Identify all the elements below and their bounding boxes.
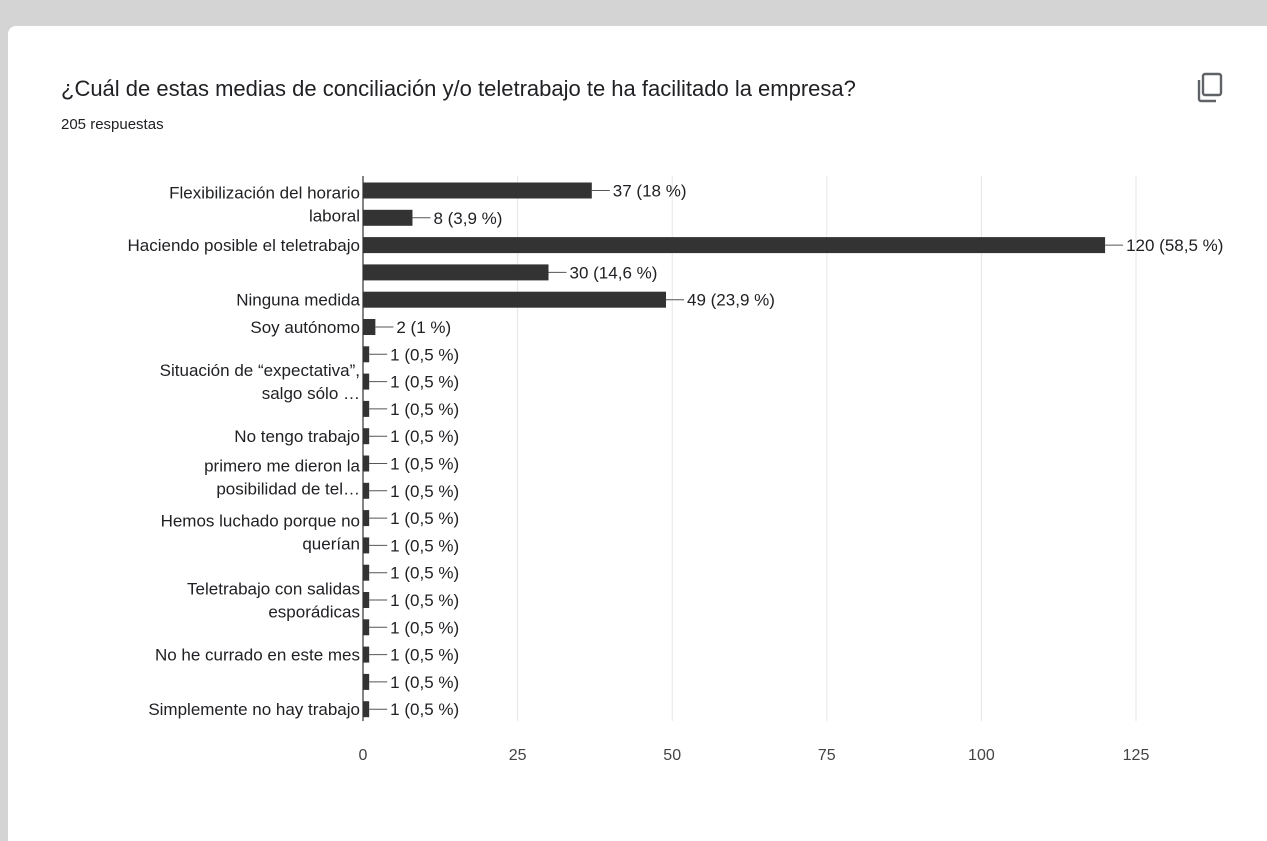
data-label: 30 (14,6 %): [570, 263, 658, 282]
bar: [363, 537, 370, 554]
x-tick-label: 0: [359, 747, 368, 764]
data-label: 1 (0,5 %): [390, 373, 459, 392]
response-count: 205 respuestas: [61, 116, 164, 133]
bar: [363, 182, 592, 199]
category-label: Ninguna medida: [236, 291, 360, 310]
data-label: 1 (0,5 %): [390, 646, 459, 665]
bar: [363, 346, 370, 363]
data-label: 120 (58,5 %): [1126, 236, 1223, 255]
category-label: esporádicas: [268, 603, 360, 622]
data-label: 1 (0,5 %): [390, 673, 459, 692]
x-tick-label: 25: [509, 747, 527, 764]
category-label: Simplemente no hay trabajo: [148, 700, 360, 719]
category-label: posibilidad de tel…: [216, 480, 360, 499]
x-tick-label: 75: [818, 747, 836, 764]
bar: [363, 482, 370, 499]
bar: [363, 646, 370, 663]
bar: [363, 264, 549, 281]
data-label: 1 (0,5 %): [390, 536, 459, 555]
x-tick-label: 100: [968, 747, 995, 764]
category-label: Flexibilización del horario: [169, 184, 360, 203]
category-label: Teletrabajo con salidas: [187, 580, 360, 599]
bar: [363, 510, 370, 527]
category-label: Situación de “expectativa”,: [160, 361, 360, 380]
data-label: 1 (0,5 %): [390, 509, 459, 528]
x-tick-label: 50: [663, 747, 681, 764]
bar: [363, 291, 667, 308]
data-label: 8 (3,9 %): [433, 209, 502, 228]
data-label: 1 (0,5 %): [390, 455, 459, 474]
category-label: Soy autónomo: [250, 318, 360, 337]
bar: [363, 673, 370, 690]
copy-chart-button[interactable]: [1192, 68, 1232, 108]
data-label: 1 (0,5 %): [390, 427, 459, 446]
category-label: primero me dieron la: [204, 457, 360, 476]
bar: [363, 564, 370, 581]
data-label: 1 (0,5 %): [390, 591, 459, 610]
bar: [363, 373, 370, 390]
data-label: 1 (0,5 %): [390, 618, 459, 637]
bar: [363, 400, 370, 417]
question-title: ¿Cuál de estas medias de conciliación y/…: [61, 76, 856, 101]
category-label: salgo sólo …: [262, 384, 360, 403]
category-label: querían: [302, 534, 360, 553]
question-card: ¿Cuál de estas medias de conciliación y/…: [8, 26, 1267, 841]
x-tick-label: 125: [1123, 747, 1150, 764]
data-label: 49 (23,9 %): [687, 291, 775, 310]
bar: [363, 209, 413, 226]
bar: [363, 592, 370, 608]
data-label: 1 (0,5 %): [390, 564, 459, 583]
bar: [363, 319, 376, 335]
category-label: Haciendo posible el teletrabajo: [128, 236, 361, 255]
category-label: Hemos luchado porque no: [161, 511, 360, 530]
data-label: 2 (1 %): [396, 318, 451, 337]
data-label: 1 (0,5 %): [390, 700, 459, 719]
data-label: 37 (18 %): [613, 182, 687, 201]
category-label: laboral: [309, 207, 360, 226]
data-label: 1 (0,5 %): [390, 482, 459, 501]
bar: [363, 619, 370, 636]
bar: [363, 237, 1106, 254]
bar: [363, 428, 370, 445]
category-label: No tengo trabajo: [234, 427, 360, 446]
category-label: No he currado en este mes: [155, 646, 360, 665]
bar: [363, 455, 370, 472]
bar: [363, 701, 370, 718]
copy-icon: [1197, 72, 1223, 103]
data-label: 1 (0,5 %): [390, 345, 459, 364]
data-label: 1 (0,5 %): [390, 400, 459, 419]
